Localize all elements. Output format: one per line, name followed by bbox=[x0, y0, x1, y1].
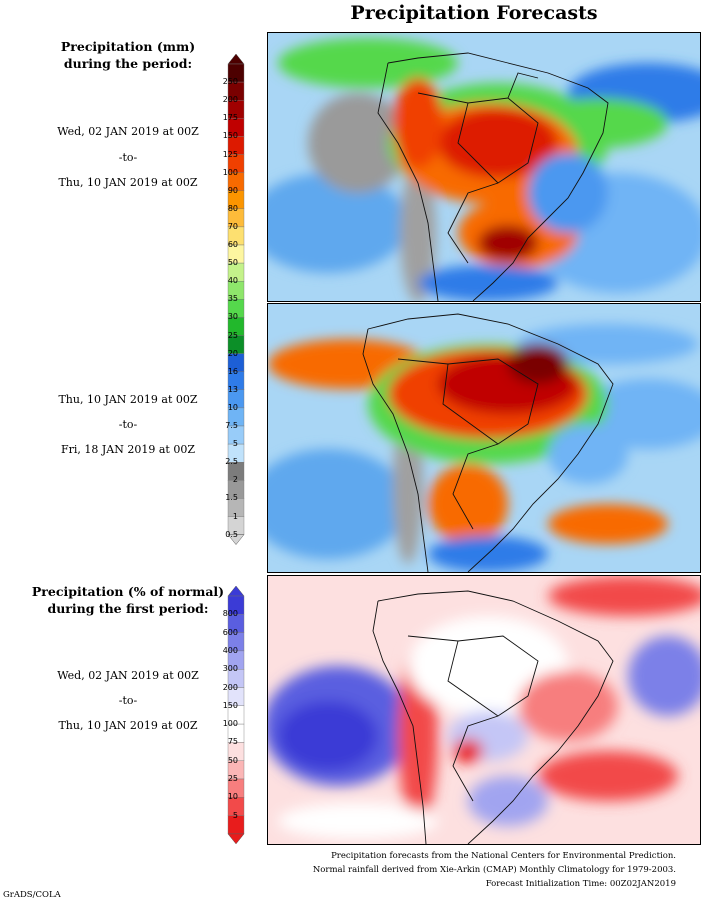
pct-scale-arrow-bottom bbox=[227, 833, 245, 844]
footer-line3: Forecast Initialization Time: 00Z02JAN20… bbox=[485, 879, 676, 889]
mm-scale-label: 125 bbox=[222, 149, 238, 159]
panel3-to: -to- bbox=[118, 694, 138, 707]
mm-scale-label: 250 bbox=[222, 77, 238, 87]
panel3-heading: Precipitation (% of normal) during the f… bbox=[8, 583, 248, 617]
panel1-heading-line2: during the period: bbox=[63, 56, 193, 71]
percent-normal-map bbox=[267, 575, 701, 845]
mm-scale-label: 200 bbox=[222, 95, 238, 105]
mm-scale-label: 10 bbox=[227, 402, 238, 412]
pct-scale-label: 300 bbox=[222, 664, 238, 674]
mm-scale-label: 2.5 bbox=[225, 457, 238, 467]
mm-scale-label: 30 bbox=[227, 312, 238, 322]
pct-scale-label: 150 bbox=[222, 700, 238, 710]
panel1-end-date: Thu, 10 JAN 2019 at 00Z bbox=[58, 176, 198, 189]
precip-map-week1-svg bbox=[268, 33, 700, 301]
pct-scale-svg bbox=[227, 586, 245, 844]
panel2-to: -to- bbox=[118, 418, 138, 431]
panel3-end-date: Thu, 10 JAN 2019 at 00Z bbox=[58, 719, 198, 732]
mm-scale-label: 90 bbox=[227, 185, 238, 195]
pct-scale-arrow-top bbox=[227, 586, 245, 597]
mm-scale-label: 1 bbox=[232, 511, 238, 521]
percent-normal-map-svg bbox=[268, 576, 700, 844]
mm-scale-label: 40 bbox=[227, 276, 238, 286]
page-title: Precipitation Forecasts bbox=[350, 2, 598, 24]
mm-scale-label: 80 bbox=[227, 203, 238, 213]
mm-scale-label: 175 bbox=[222, 113, 238, 123]
footer-line2: Normal rainfall derived from Xie-Arkin (… bbox=[312, 865, 676, 875]
footer-line1: Precipitation forecasts from the Nationa… bbox=[331, 851, 676, 861]
mm-scale-svg bbox=[227, 54, 245, 545]
pct-scale-label: 800 bbox=[222, 609, 238, 619]
panel3-heading-line2: during the first period: bbox=[47, 601, 209, 616]
pct-scale-label: 10 bbox=[227, 792, 238, 802]
pct-scale-label: 200 bbox=[222, 682, 238, 692]
panel2-start-date: Thu, 10 JAN 2019 at 00Z bbox=[58, 393, 198, 406]
mm-scale-label: 25 bbox=[227, 330, 238, 340]
mm-scale-label: 150 bbox=[222, 131, 238, 141]
mm-scale-label: 0.5 bbox=[225, 529, 238, 539]
panel3-heading-line1: Precipitation (% of normal) bbox=[31, 584, 225, 599]
pct-scale-label: 25 bbox=[227, 774, 238, 783]
pct-scale-label: 100 bbox=[222, 719, 238, 729]
mm-scale-label: 7.5 bbox=[225, 421, 238, 430]
mm-scale-arrow-top bbox=[227, 54, 245, 65]
precip-map-week1 bbox=[267, 32, 701, 302]
grads-credit: GrADS/COLA bbox=[3, 890, 61, 900]
mm-scale-arrow-bottom bbox=[227, 534, 245, 545]
pct-scale-label: 600 bbox=[222, 627, 238, 637]
mm-scale-label: 35 bbox=[227, 294, 238, 304]
precip-map-week2 bbox=[267, 303, 701, 573]
pct-scale-label: 400 bbox=[222, 645, 238, 655]
panel3-start-date: Wed, 02 JAN 2019 at 00Z bbox=[57, 669, 199, 682]
panel1-heading-line1: Precipitation (mm) bbox=[60, 39, 196, 54]
mm-scale-label: 20 bbox=[227, 348, 238, 358]
panel1-heading: Precipitation (mm) during the period: bbox=[8, 38, 248, 72]
pct-scale-label: 75 bbox=[227, 737, 238, 747]
mm-scale-label: 5 bbox=[232, 439, 238, 449]
panel2-end-date: Fri, 18 JAN 2019 at 00Z bbox=[61, 443, 195, 456]
pct-scale-label: 5 bbox=[232, 810, 238, 820]
mm-scale-label: 50 bbox=[227, 258, 238, 268]
mm-scale-label: 13 bbox=[227, 384, 238, 394]
precip-map-week2-svg bbox=[268, 304, 700, 572]
mm-scale-label: 60 bbox=[227, 240, 238, 249]
mm-scale-label: 100 bbox=[222, 167, 238, 177]
mm-scale-label: 2 bbox=[232, 475, 238, 485]
mm-scale-label: 1.5 bbox=[225, 493, 238, 503]
mm-scale-label: 16 bbox=[227, 366, 238, 376]
panel1-start-date: Wed, 02 JAN 2019 at 00Z bbox=[57, 125, 199, 138]
mm-scale-label: 70 bbox=[227, 221, 238, 231]
panel1-to: -to- bbox=[118, 151, 138, 164]
pct-scale-label: 50 bbox=[227, 755, 238, 765]
